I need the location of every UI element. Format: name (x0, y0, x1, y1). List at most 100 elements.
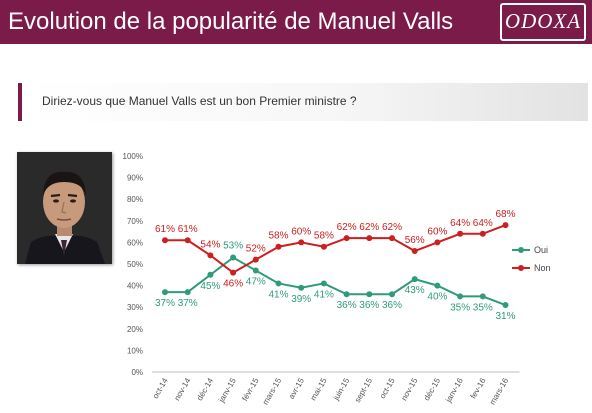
data-point-oui (411, 276, 418, 283)
data-point-non (502, 222, 509, 229)
data-label-oui: 47% (246, 276, 266, 287)
data-label-oui: 39% (291, 294, 311, 305)
data-label-oui: 36% (382, 300, 402, 311)
data-label-oui: 41% (314, 289, 334, 300)
data-label-oui: 36% (337, 300, 357, 311)
data-label-non: 58% (314, 231, 334, 242)
data-point-non (434, 239, 441, 246)
data-label-non: 62% (359, 222, 379, 233)
y-tick-label: 50% (127, 260, 143, 269)
x-tick-label: juin-15 (331, 376, 352, 403)
data-point-non (366, 235, 373, 242)
data-point-non (298, 239, 305, 246)
series-line-non (165, 224, 506, 274)
x-tick-label: janv-15 (216, 376, 238, 405)
data-label-oui: 40% (427, 292, 447, 303)
x-tick-label: avr-15 (287, 376, 306, 401)
data-label-non: 56% (405, 235, 425, 246)
y-tick-label: 60% (127, 238, 143, 247)
x-tick-label: mai-15 (309, 376, 329, 402)
question-text: Diriez-vous que Manuel Valls est un bon … (42, 94, 357, 108)
x-tick-label: sept-15 (353, 376, 374, 404)
series-line-oui (165, 256, 506, 306)
legend-label-non: Non (534, 263, 551, 273)
data-point-non (389, 235, 395, 242)
title-bar: Evolution de la popularité de Manuel Val… (0, 0, 592, 44)
data-point-oui (184, 289, 191, 296)
y-tick-label: 90% (127, 174, 143, 183)
data-point-non (479, 230, 486, 237)
x-tick-label: oct-15 (378, 376, 397, 400)
page-title: Evolution de la popularité de Manuel Val… (8, 8, 454, 35)
logo-text: ODOXA (504, 9, 582, 33)
portrait-photo (17, 152, 112, 264)
data-label-oui: 41% (268, 289, 288, 300)
x-tick-label: mars-16 (488, 376, 511, 406)
y-tick-label: 100% (123, 152, 143, 161)
y-tick-label: 80% (127, 195, 143, 204)
question-box: Diriez-vous que Manuel Valls est un bon … (18, 83, 588, 121)
data-point-oui (162, 289, 168, 296)
x-tick-label: fev-16 (469, 376, 488, 400)
data-label-oui: 35% (473, 302, 493, 313)
data-point-non (162, 237, 168, 244)
data-label-non: 52% (246, 244, 266, 255)
data-label-non: 62% (382, 222, 402, 233)
data-label-oui: 35% (450, 302, 470, 313)
legend-marker-oui (518, 247, 524, 253)
x-tick-label: déc-14 (195, 376, 215, 402)
data-point-oui (389, 291, 395, 298)
data-point-oui (457, 293, 464, 300)
x-tick-label: nov-14 (172, 376, 192, 402)
data-point-non (343, 235, 350, 242)
data-point-non (457, 230, 464, 237)
data-label-non: 61% (178, 224, 198, 235)
data-label-non: 46% (223, 279, 243, 290)
portrait-illustration (17, 152, 112, 264)
data-point-oui (252, 267, 259, 274)
x-tick-label: mars-15 (261, 376, 284, 406)
y-tick-label: 20% (127, 325, 143, 334)
data-point-non (320, 243, 327, 250)
x-tick-label: nov-15 (399, 376, 419, 402)
data-label-oui: 37% (155, 298, 175, 309)
data-label-oui: 43% (405, 285, 425, 296)
x-tick-label: févr-15 (240, 376, 261, 403)
data-label-non: 64% (473, 218, 493, 229)
data-point-oui (298, 284, 305, 291)
y-tick-label: 10% (127, 346, 143, 355)
x-tick-label: oct-14 (151, 376, 170, 400)
data-point-oui (343, 291, 350, 298)
data-label-non: 64% (450, 218, 470, 229)
data-label-oui: 31% (495, 311, 515, 322)
data-point-non (411, 248, 418, 255)
legend-marker-non (518, 265, 524, 271)
x-tick-label: déc-15 (422, 376, 442, 402)
data-label-non: 60% (291, 226, 311, 237)
data-label-non: 61% (155, 224, 175, 235)
y-tick-label: 30% (127, 303, 143, 312)
data-point-non (275, 243, 282, 250)
data-point-oui (320, 280, 327, 287)
y-tick-label: 40% (127, 282, 143, 291)
data-point-oui (275, 280, 282, 287)
data-point-oui (207, 271, 214, 278)
data-point-oui (502, 302, 509, 309)
data-point-non (252, 256, 259, 263)
odoxa-logo: ODOXA (500, 3, 586, 41)
data-point-non (207, 252, 214, 259)
y-tick-label: 0% (131, 368, 143, 377)
data-point-oui (230, 254, 237, 261)
data-label-oui: 45% (200, 281, 220, 292)
y-tick-label: 70% (127, 217, 143, 226)
data-label-oui: 37% (178, 298, 198, 309)
data-point-oui (479, 293, 486, 300)
data-point-oui (434, 282, 441, 289)
data-label-oui: 53% (223, 241, 243, 252)
legend-label-oui: Oui (534, 245, 548, 255)
data-label-non: 58% (268, 231, 288, 242)
data-label-non: 68% (495, 209, 515, 220)
data-point-non (230, 269, 237, 276)
data-point-non (184, 237, 191, 244)
